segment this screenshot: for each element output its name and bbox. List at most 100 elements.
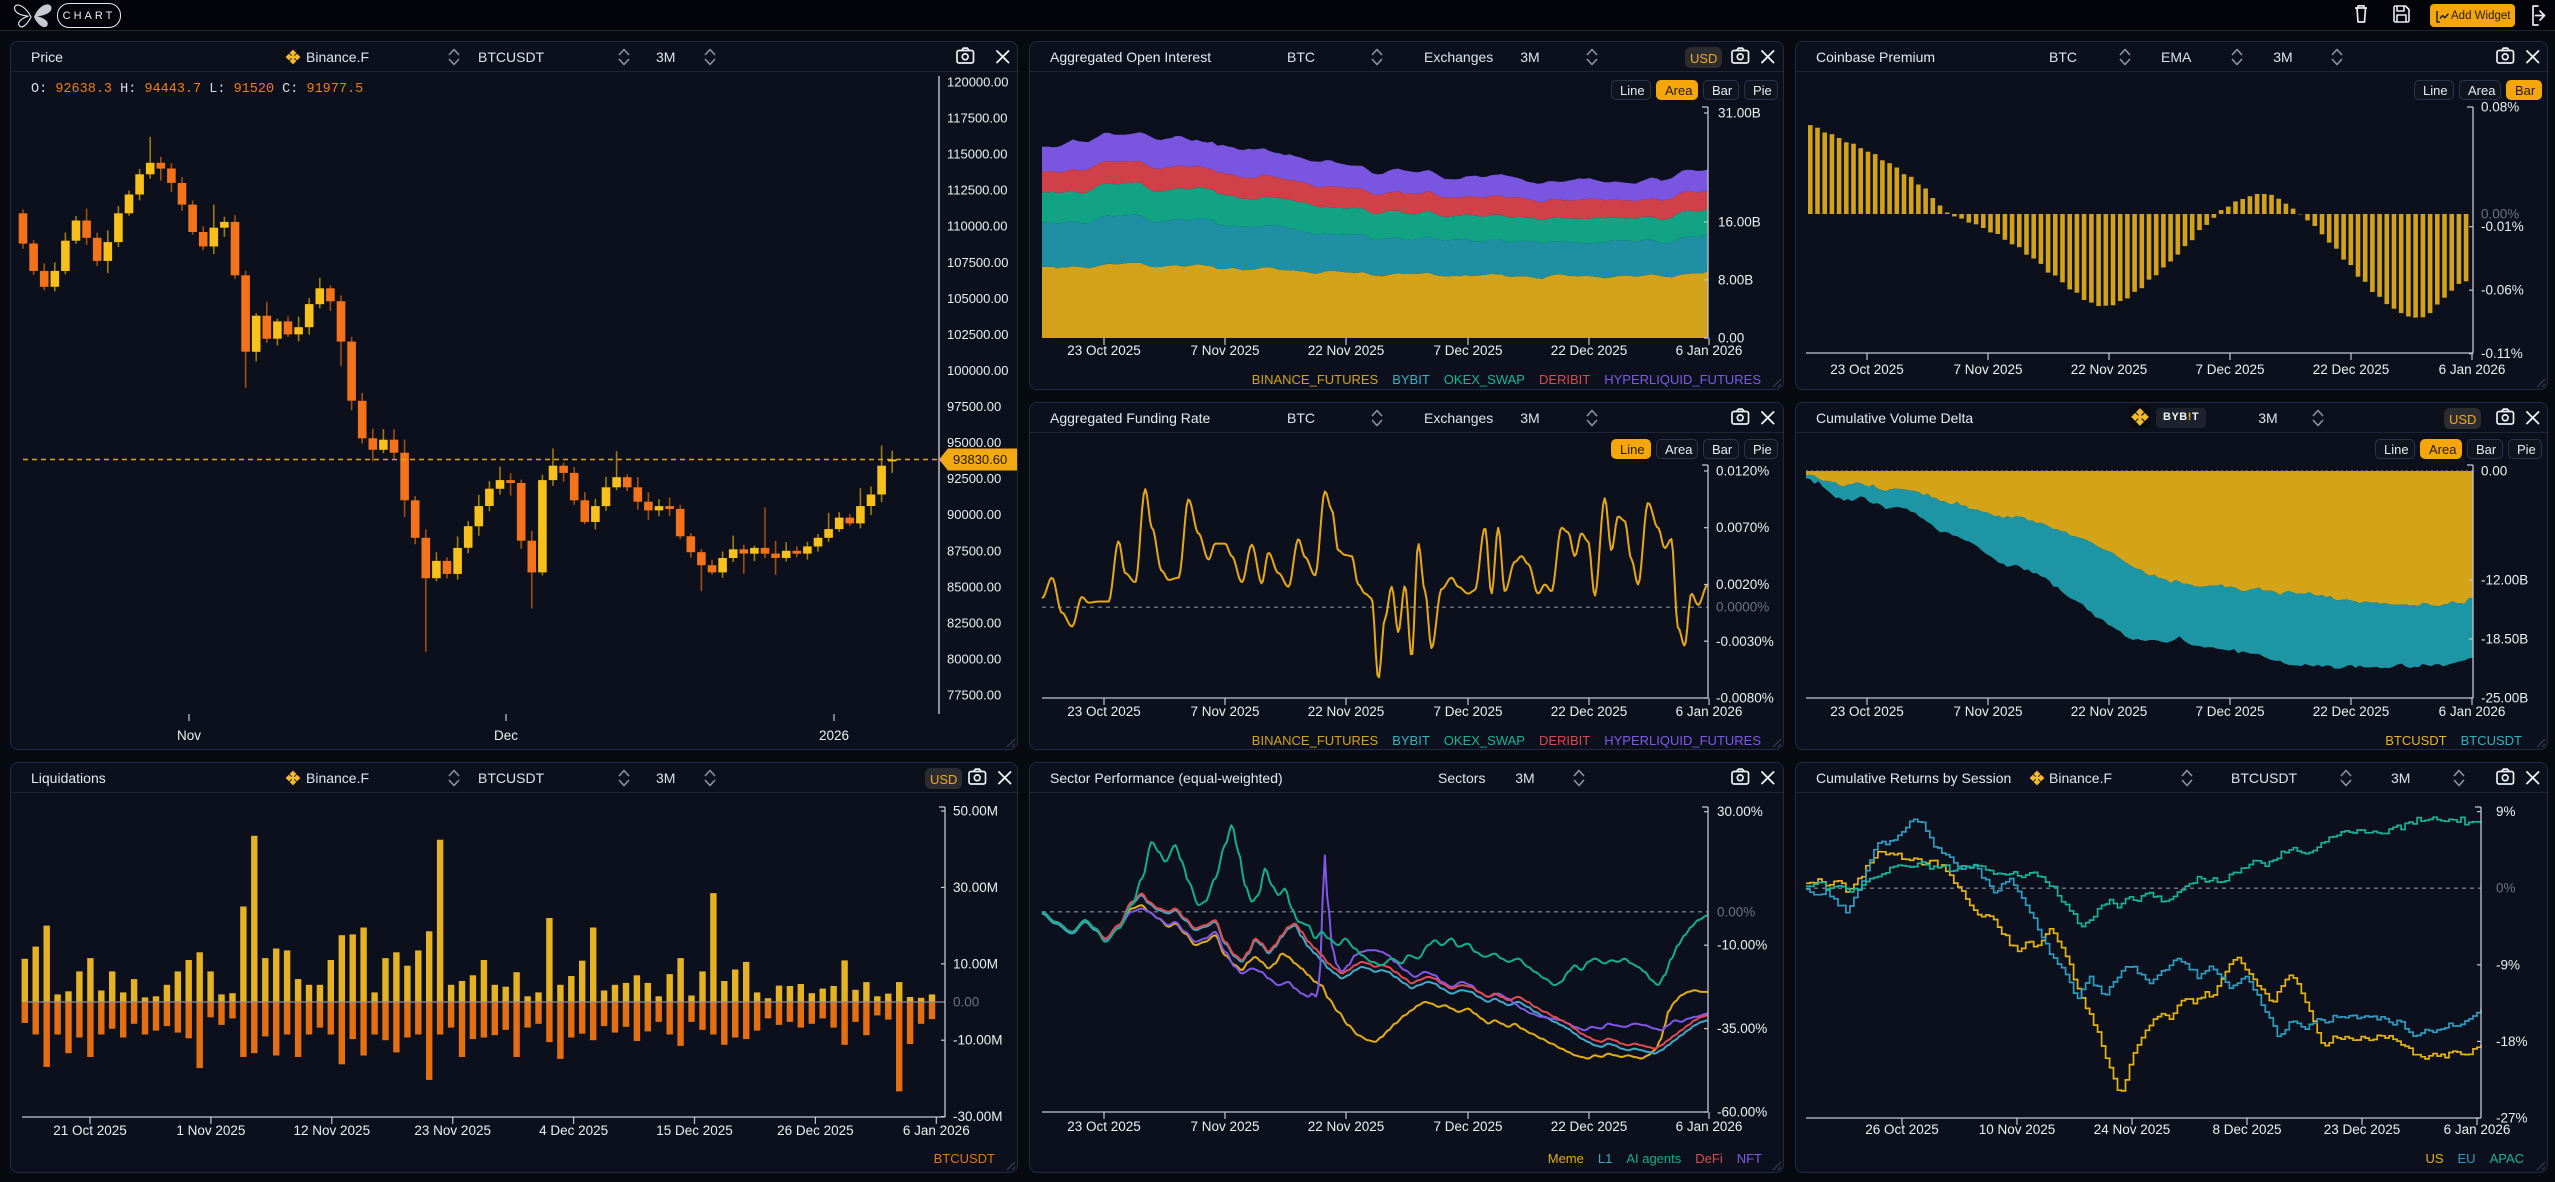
svg-text:6 Jan 2026: 6 Jan 2026 [1676, 1119, 1743, 1134]
svg-text:77500.00: 77500.00 [947, 688, 1001, 703]
svg-text:31.00B: 31.00B [1718, 106, 1761, 121]
svg-text:22 Dec 2025: 22 Dec 2025 [2313, 362, 2390, 377]
svg-text:107500.00: 107500.00 [947, 255, 1008, 270]
svg-text:7 Dec 2025: 7 Dec 2025 [1433, 1119, 1502, 1134]
svg-text:112500.00: 112500.00 [947, 183, 1008, 198]
svg-text:-10.00M: -10.00M [953, 1033, 1003, 1048]
svg-text:24 Nov 2025: 24 Nov 2025 [2094, 1122, 2171, 1137]
svg-text:7 Dec 2025: 7 Dec 2025 [2195, 362, 2264, 377]
svg-text:7 Nov 2025: 7 Nov 2025 [1190, 704, 1259, 719]
svg-text:4 Dec 2025: 4 Dec 2025 [539, 1123, 608, 1138]
svg-text:7 Dec 2025: 7 Dec 2025 [1433, 343, 1502, 358]
svg-text:6 Jan 2026: 6 Jan 2026 [2444, 1122, 2511, 1137]
svg-text:12 Nov 2025: 12 Nov 2025 [294, 1123, 371, 1138]
svg-text:7 Nov 2025: 7 Nov 2025 [1190, 343, 1259, 358]
svg-text:23 Dec 2025: 23 Dec 2025 [2324, 1122, 2401, 1137]
svg-text:-12.00B: -12.00B [2481, 573, 2528, 588]
svg-text:1 Nov 2025: 1 Nov 2025 [176, 1123, 245, 1138]
svg-text:22 Nov 2025: 22 Nov 2025 [1308, 343, 1385, 358]
svg-text:-30.00M: -30.00M [953, 1109, 1003, 1124]
svg-text:9%: 9% [2496, 804, 2516, 819]
svg-text:-0.06%: -0.06% [2481, 283, 2524, 298]
svg-text:15 Dec 2025: 15 Dec 2025 [656, 1123, 733, 1138]
svg-text:120000.00: 120000.00 [947, 75, 1008, 90]
svg-text:93830.60: 93830.60 [953, 452, 1007, 467]
svg-text:7 Dec 2025: 7 Dec 2025 [1433, 704, 1502, 719]
svg-text:22 Nov 2025: 22 Nov 2025 [1308, 1119, 1385, 1134]
svg-text:26 Oct 2025: 26 Oct 2025 [1865, 1122, 1939, 1137]
svg-text:23 Oct 2025: 23 Oct 2025 [1067, 1119, 1141, 1134]
svg-text:23 Oct 2025: 23 Oct 2025 [1067, 343, 1141, 358]
svg-text:-27%: -27% [2496, 1111, 2528, 1126]
svg-text:6 Jan 2026: 6 Jan 2026 [1676, 343, 1743, 358]
svg-text:80000.00: 80000.00 [947, 651, 1001, 666]
svg-text:110000.00: 110000.00 [947, 219, 1008, 234]
svg-text:-35.00%: -35.00% [1717, 1021, 1767, 1036]
svg-text:-60.00%: -60.00% [1717, 1105, 1767, 1120]
svg-text:22 Dec 2025: 22 Dec 2025 [1551, 1119, 1628, 1134]
svg-text:8 Dec 2025: 8 Dec 2025 [2212, 1122, 2281, 1137]
svg-text:10 Nov 2025: 10 Nov 2025 [1979, 1122, 2056, 1137]
svg-text:22 Nov 2025: 22 Nov 2025 [2071, 704, 2148, 719]
svg-text:7 Nov 2025: 7 Nov 2025 [1953, 362, 2022, 377]
svg-text:102500.00: 102500.00 [947, 327, 1008, 342]
svg-text:92500.00: 92500.00 [947, 471, 1001, 486]
svg-text:117500.00: 117500.00 [947, 111, 1008, 126]
svg-text:16.00B: 16.00B [1718, 214, 1761, 229]
svg-text:0.00%: 0.00% [1717, 904, 1755, 919]
svg-text:6 Jan 2026: 6 Jan 2026 [2439, 362, 2506, 377]
svg-text:6 Jan 2026: 6 Jan 2026 [903, 1123, 970, 1138]
svg-text:22 Nov 2025: 22 Nov 2025 [1308, 704, 1385, 719]
svg-text:105000.00: 105000.00 [947, 291, 1008, 306]
svg-text:22 Dec 2025: 22 Dec 2025 [2313, 704, 2390, 719]
svg-text:50.00M: 50.00M [953, 804, 998, 819]
svg-text:23 Oct 2025: 23 Oct 2025 [1067, 704, 1141, 719]
svg-text:Nov: Nov [177, 728, 201, 743]
svg-text:-0.01%: -0.01% [2481, 219, 2524, 234]
svg-text:-9%: -9% [2496, 957, 2520, 972]
svg-text:6 Jan 2026: 6 Jan 2026 [1676, 704, 1743, 719]
svg-text:30.00%: 30.00% [1717, 804, 1763, 819]
svg-text:2026: 2026 [819, 728, 849, 743]
svg-text:7 Nov 2025: 7 Nov 2025 [1953, 704, 2022, 719]
svg-text:82500.00: 82500.00 [947, 615, 1001, 630]
svg-text:-0.0080%: -0.0080% [1716, 691, 1774, 706]
svg-text:115000.00: 115000.00 [947, 147, 1008, 162]
svg-text:0.0070%: 0.0070% [1716, 520, 1769, 535]
svg-text:-18%: -18% [2496, 1034, 2528, 1049]
svg-text:0.00: 0.00 [1718, 331, 1744, 346]
svg-text:22 Nov 2025: 22 Nov 2025 [2071, 362, 2148, 377]
svg-text:85000.00: 85000.00 [947, 579, 1001, 594]
svg-text:7 Nov 2025: 7 Nov 2025 [1190, 1119, 1259, 1134]
svg-text:-10.00%: -10.00% [1717, 938, 1767, 953]
svg-text:0.00%: 0.00% [2481, 207, 2519, 222]
svg-text:0.00: 0.00 [2481, 464, 2507, 479]
svg-text:0.0120%: 0.0120% [1716, 464, 1769, 479]
svg-text:10.00M: 10.00M [953, 956, 998, 971]
svg-text:23 Oct 2025: 23 Oct 2025 [1830, 362, 1904, 377]
svg-text:26 Dec 2025: 26 Dec 2025 [777, 1123, 854, 1138]
svg-text:87500.00: 87500.00 [947, 543, 1001, 558]
svg-text:-0.0030%: -0.0030% [1716, 634, 1774, 649]
svg-text:95000.00: 95000.00 [947, 435, 1001, 450]
svg-text:0.0000%: 0.0000% [1716, 600, 1769, 615]
svg-text:23 Oct 2025: 23 Oct 2025 [1830, 704, 1904, 719]
svg-text:0%: 0% [2496, 881, 2516, 896]
svg-text:97500.00: 97500.00 [947, 399, 1001, 414]
svg-text:21 Oct 2025: 21 Oct 2025 [53, 1123, 127, 1138]
svg-text:0.08%: 0.08% [2481, 100, 2519, 115]
svg-text:0.00: 0.00 [953, 995, 979, 1010]
svg-text:6 Jan 2026: 6 Jan 2026 [2439, 704, 2506, 719]
svg-text:-0.11%: -0.11% [2481, 346, 2523, 361]
svg-text:-18.50B: -18.50B [2481, 632, 2528, 647]
svg-text:23 Nov 2025: 23 Nov 2025 [414, 1123, 491, 1138]
svg-text:90000.00: 90000.00 [947, 507, 1001, 522]
svg-text:7 Dec 2025: 7 Dec 2025 [2195, 704, 2264, 719]
svg-text:30.00M: 30.00M [953, 880, 998, 895]
svg-text:-25.00B: -25.00B [2481, 691, 2528, 706]
svg-text:0.0020%: 0.0020% [1716, 577, 1769, 592]
svg-text:Dec: Dec [494, 728, 518, 743]
svg-text:22 Dec 2025: 22 Dec 2025 [1551, 704, 1628, 719]
svg-text:8.00B: 8.00B [1718, 272, 1753, 287]
svg-text:22 Dec 2025: 22 Dec 2025 [1551, 343, 1628, 358]
